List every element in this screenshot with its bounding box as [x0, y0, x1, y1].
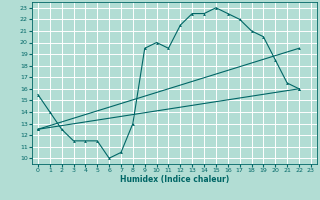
X-axis label: Humidex (Indice chaleur): Humidex (Indice chaleur)	[120, 175, 229, 184]
